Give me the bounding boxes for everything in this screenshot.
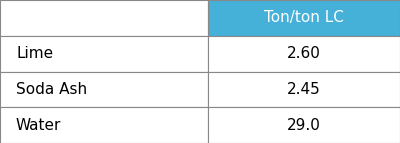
Bar [0, 0, 208, 36]
Text: 2.45: 2.45 [287, 82, 321, 97]
Bar [208, 36, 400, 72]
Bar [0, 107, 208, 143]
Bar [0, 72, 208, 107]
Bar [208, 107, 400, 143]
Text: Ton/ton LC: Ton/ton LC [264, 10, 344, 25]
Bar [0, 36, 208, 72]
Text: 2.60: 2.60 [287, 46, 321, 61]
Bar [208, 0, 400, 36]
Text: Water: Water [16, 118, 61, 133]
Text: Lime: Lime [16, 46, 53, 61]
Bar [208, 72, 400, 107]
Text: Soda Ash: Soda Ash [16, 82, 87, 97]
Text: 29.0: 29.0 [287, 118, 321, 133]
